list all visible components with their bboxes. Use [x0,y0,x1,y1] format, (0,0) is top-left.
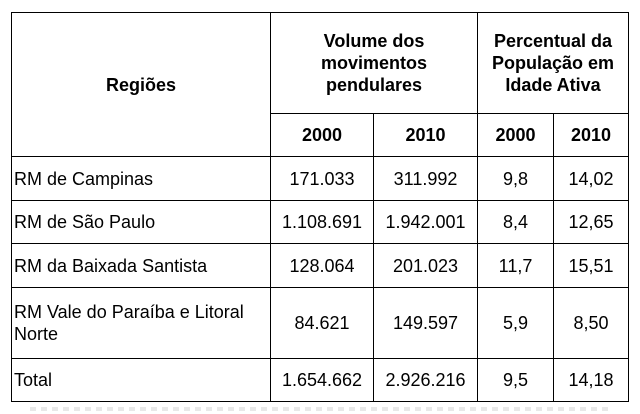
header-year-percent-2010: 2010 [553,113,630,157]
table-row: RM Vale do Paraíba e Litoral Norte 84.62… [11,287,630,359]
region-name: RM de São Paulo [11,200,271,244]
table-row: RM de São Paulo 1.108.691 1.942.001 8,4 … [11,200,630,244]
region-name: Total [11,358,271,402]
volume-2010: 149.597 [372,287,479,359]
percent-2010: 14,18 [553,358,630,402]
percent-2000: 8,4 [477,200,555,244]
volume-2010: 201.023 [372,243,479,288]
volume-2000: 1.108.691 [270,200,374,244]
header-year-volume-2010: 2010 [372,113,479,157]
volume-2000: 84.621 [270,287,374,359]
header-row-main: Regiões Volume dos movimentos pendulares… [11,12,630,157]
percent-2010: 15,51 [553,243,630,288]
header-volume-text: Volume dos movimentos pendulares [320,31,428,95]
percent-2010: 14,02 [553,156,630,201]
region-name: RM da Baixada Santista [11,243,271,288]
header-regions: Regiões [11,12,271,157]
pendular-movements-table: Regiões Volume dos movimentos pendulares… [11,12,630,402]
header-year-volume-2000: 2000 [270,113,374,157]
percent-2000: 9,8 [477,156,555,201]
volume-2000: 128.064 [270,243,374,288]
percent-2000: 9,5 [477,358,555,402]
percent-2010: 8,50 [553,287,630,359]
volume-2010: 1.942.001 [372,200,479,244]
volume-2000: 1.654.662 [270,358,374,402]
volume-2010: 311.992 [372,156,479,201]
volume-2010: 2.926.216 [372,358,479,402]
data-table-container: Regiões Volume dos movimentos pendulares… [11,12,630,402]
header-percent-text: Percentual da População em Idade Ativa [492,31,615,95]
header-volume: Volume dos movimentos pendulares [269,12,479,114]
cropped-caption-edge [0,404,640,414]
header-percent: Percentual da População em Idade Ativa [477,12,630,114]
header-year-percent-2000: 2000 [477,113,555,157]
cropped-text-fragment [30,407,610,411]
region-name: RM de Campinas [11,156,271,201]
percent-2000: 5,9 [477,287,555,359]
percent-2010: 12,65 [553,200,630,244]
header-row-years: 2000 2010 2000 2010 [12,113,630,157]
table-row: RM da Baixada Santista 128.064 201.023 1… [11,243,630,288]
volume-2000: 171.033 [270,156,374,201]
percent-2000: 11,7 [477,243,555,288]
region-name: RM Vale do Paraíba e Litoral Norte [11,287,271,359]
table-row: RM de Campinas 171.033 311.992 9,8 14,02 [11,156,630,201]
table-row-total: Total 1.654.662 2.926.216 9,5 14,18 [11,358,630,402]
